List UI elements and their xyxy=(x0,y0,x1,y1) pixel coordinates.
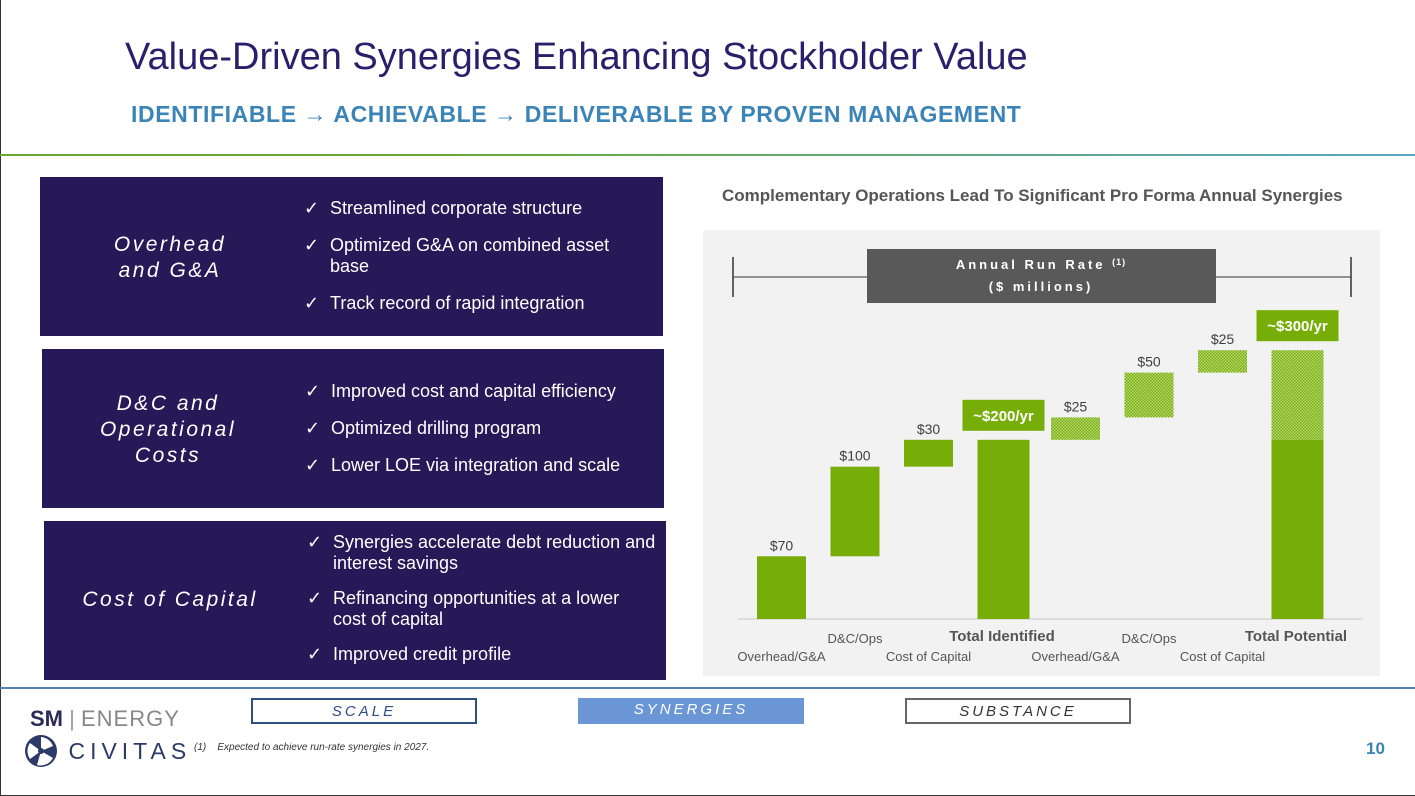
list-item-text: Lower LOE via integration and scale xyxy=(331,455,621,475)
page-number: 10 xyxy=(1366,739,1385,758)
panel-title: Overhead and G&A xyxy=(113,233,227,282)
civitas-emblem-icon xyxy=(25,735,57,767)
logo-energy-text: ENERGY xyxy=(80,706,180,731)
panel-title: D&C and Operational Costs xyxy=(99,392,237,467)
footnote: (1) Expected to achieve run-rate synergi… xyxy=(194,742,429,753)
check-icon: ✓ xyxy=(305,381,321,401)
list-item: ✓ Lower LOE via integration and scale xyxy=(305,455,655,476)
panel-title: Cost of Capital xyxy=(82,588,258,611)
list-item: ✓ Synergies accelerate debt reduction and… xyxy=(307,532,657,574)
footnote-marker: (1) xyxy=(194,742,207,753)
sm-energy-logo: SM | ENERGY xyxy=(30,706,180,731)
x-tick-label: Cost of Capital xyxy=(886,649,971,664)
nav-synergies-button[interactable]: SYNERGIES xyxy=(578,698,804,724)
data-label: $25 xyxy=(1211,331,1235,347)
page-subtitle: IDENTIFIABLE → ACHIEVABLE → DELIVERABLE … xyxy=(131,101,1022,127)
list-item: ✓ Improved cost and capital efficiency xyxy=(305,381,655,402)
data-label: $70 xyxy=(770,537,794,553)
panel-list: ✓ Synergies accelerate debt reduction and… xyxy=(307,532,657,665)
check-icon: ✓ xyxy=(307,644,323,664)
page-title: Value-Driven Synergies Enhancing Stockho… xyxy=(125,36,1028,78)
run-rate-banner-units: ($ millions) xyxy=(989,279,1094,294)
list-item-text: Improved credit profile xyxy=(333,644,512,664)
run-rate-banner-title: Annual Run Rate (1) xyxy=(956,257,1126,272)
logo-civitas-text: CIVITAS xyxy=(68,737,192,764)
x-tick-label: Cost of Capital xyxy=(1180,649,1265,664)
waterfall-bar-total xyxy=(977,439,1030,619)
list-item: ✓ Optimized G&A on combined asset base xyxy=(304,235,649,277)
list-item: ✓ Track record of rapid integration xyxy=(304,293,649,314)
list-item-text: Track record of rapid integration xyxy=(330,293,585,313)
chart-bars: $70 Overhead/G&A $100 D&C/Ops $30 Cost of Cap… xyxy=(737,310,1347,664)
waterfall-bar-identified xyxy=(904,439,953,467)
chart-title: Complementary Operations Lead To Signifi… xyxy=(722,186,1343,205)
list-item-text: Optimized G&A on combined asset base xyxy=(330,235,610,276)
waterfall-bar-potential xyxy=(1051,417,1100,440)
total-value-badge xyxy=(1256,310,1339,342)
list-item-text: Refinancing opportunities at a lower cos… xyxy=(333,588,620,629)
list-item-text: Synergies accelerate debt reduction and … xyxy=(333,532,656,573)
waterfall-bar-potential xyxy=(1271,350,1324,440)
total-value-label: ~$300/yr xyxy=(1267,318,1328,335)
panel-list: ✓ Improved cost and capital efficiency ✓ O… xyxy=(305,381,655,476)
footer-divider xyxy=(0,687,1415,689)
panel-overhead: Overhead and G&A ✓ Streamlined corporate … xyxy=(40,177,663,336)
waterfall-bar-identified xyxy=(830,466,880,557)
list-item-text: Streamlined corporate structure xyxy=(330,198,583,218)
footnote-text: Expected to achieve run-rate synergies i… xyxy=(217,742,430,753)
waterfall-bar-identified xyxy=(757,556,806,619)
panel-cost-of-capital: Cost of Capital ✓ Synergies accelerate de… xyxy=(44,521,666,680)
check-icon: ✓ xyxy=(304,198,320,218)
total-value-label: ~$200/yr xyxy=(973,408,1034,425)
panel-list: ✓ Streamlined corporate structure ✓ Optimi… xyxy=(304,198,649,314)
waterfall-bar-potential xyxy=(1198,350,1247,373)
check-icon: ✓ xyxy=(307,588,323,608)
check-icon: ✓ xyxy=(304,293,320,313)
check-icon: ✓ xyxy=(304,235,320,255)
x-tick-label: D&C/Ops xyxy=(828,631,883,646)
data-label: $30 xyxy=(917,421,941,437)
chart-background xyxy=(703,230,1380,676)
x-tick-label: Overhead/G&A xyxy=(737,649,825,664)
civitas-logo: CIVITAS xyxy=(24,734,191,768)
list-item-text: Optimized drilling program xyxy=(331,418,542,438)
check-icon: ✓ xyxy=(305,455,321,475)
list-item-text: Improved cost and capital efficiency xyxy=(331,381,616,401)
header-divider xyxy=(0,154,1415,156)
check-icon: ✓ xyxy=(307,532,323,552)
waterfall-bar-total xyxy=(1271,439,1324,619)
logo-sm-text: SM xyxy=(30,706,63,731)
data-label: $100 xyxy=(839,448,870,464)
nav-substance-button[interactable]: SUBSTANCE xyxy=(905,698,1131,724)
waterfall-bar-potential xyxy=(1124,372,1174,418)
slide-frame-left xyxy=(0,0,1,796)
list-item: ✓ Improved credit profile xyxy=(307,644,657,665)
waterfall-chart: Annual Run Rate (1) ($ millions) $70 Over… xyxy=(732,249,1363,664)
list-item: ✓ Optimized drilling program xyxy=(305,418,655,439)
check-icon: ✓ xyxy=(305,418,321,438)
total-value-badge xyxy=(962,399,1045,431)
run-rate-banner xyxy=(867,249,1216,303)
list-item: ✓ Streamlined corporate structure xyxy=(304,198,649,219)
panel-dc-operational: D&C and Operational Costs ✓ Improved cost… xyxy=(42,349,664,508)
list-item: ✓ Refinancing opportunities at a lower co… xyxy=(307,588,657,630)
data-label: $25 xyxy=(1064,398,1088,414)
data-label: $50 xyxy=(1137,354,1161,370)
x-tick-label: Overhead/G&A xyxy=(1031,649,1119,664)
x-tick-label: Total Potential xyxy=(1245,628,1347,645)
x-tick-label: Total Identified xyxy=(949,628,1055,645)
nav-scale-button[interactable]: SCALE xyxy=(251,698,477,724)
x-tick-label: D&C/Ops xyxy=(1122,631,1177,646)
